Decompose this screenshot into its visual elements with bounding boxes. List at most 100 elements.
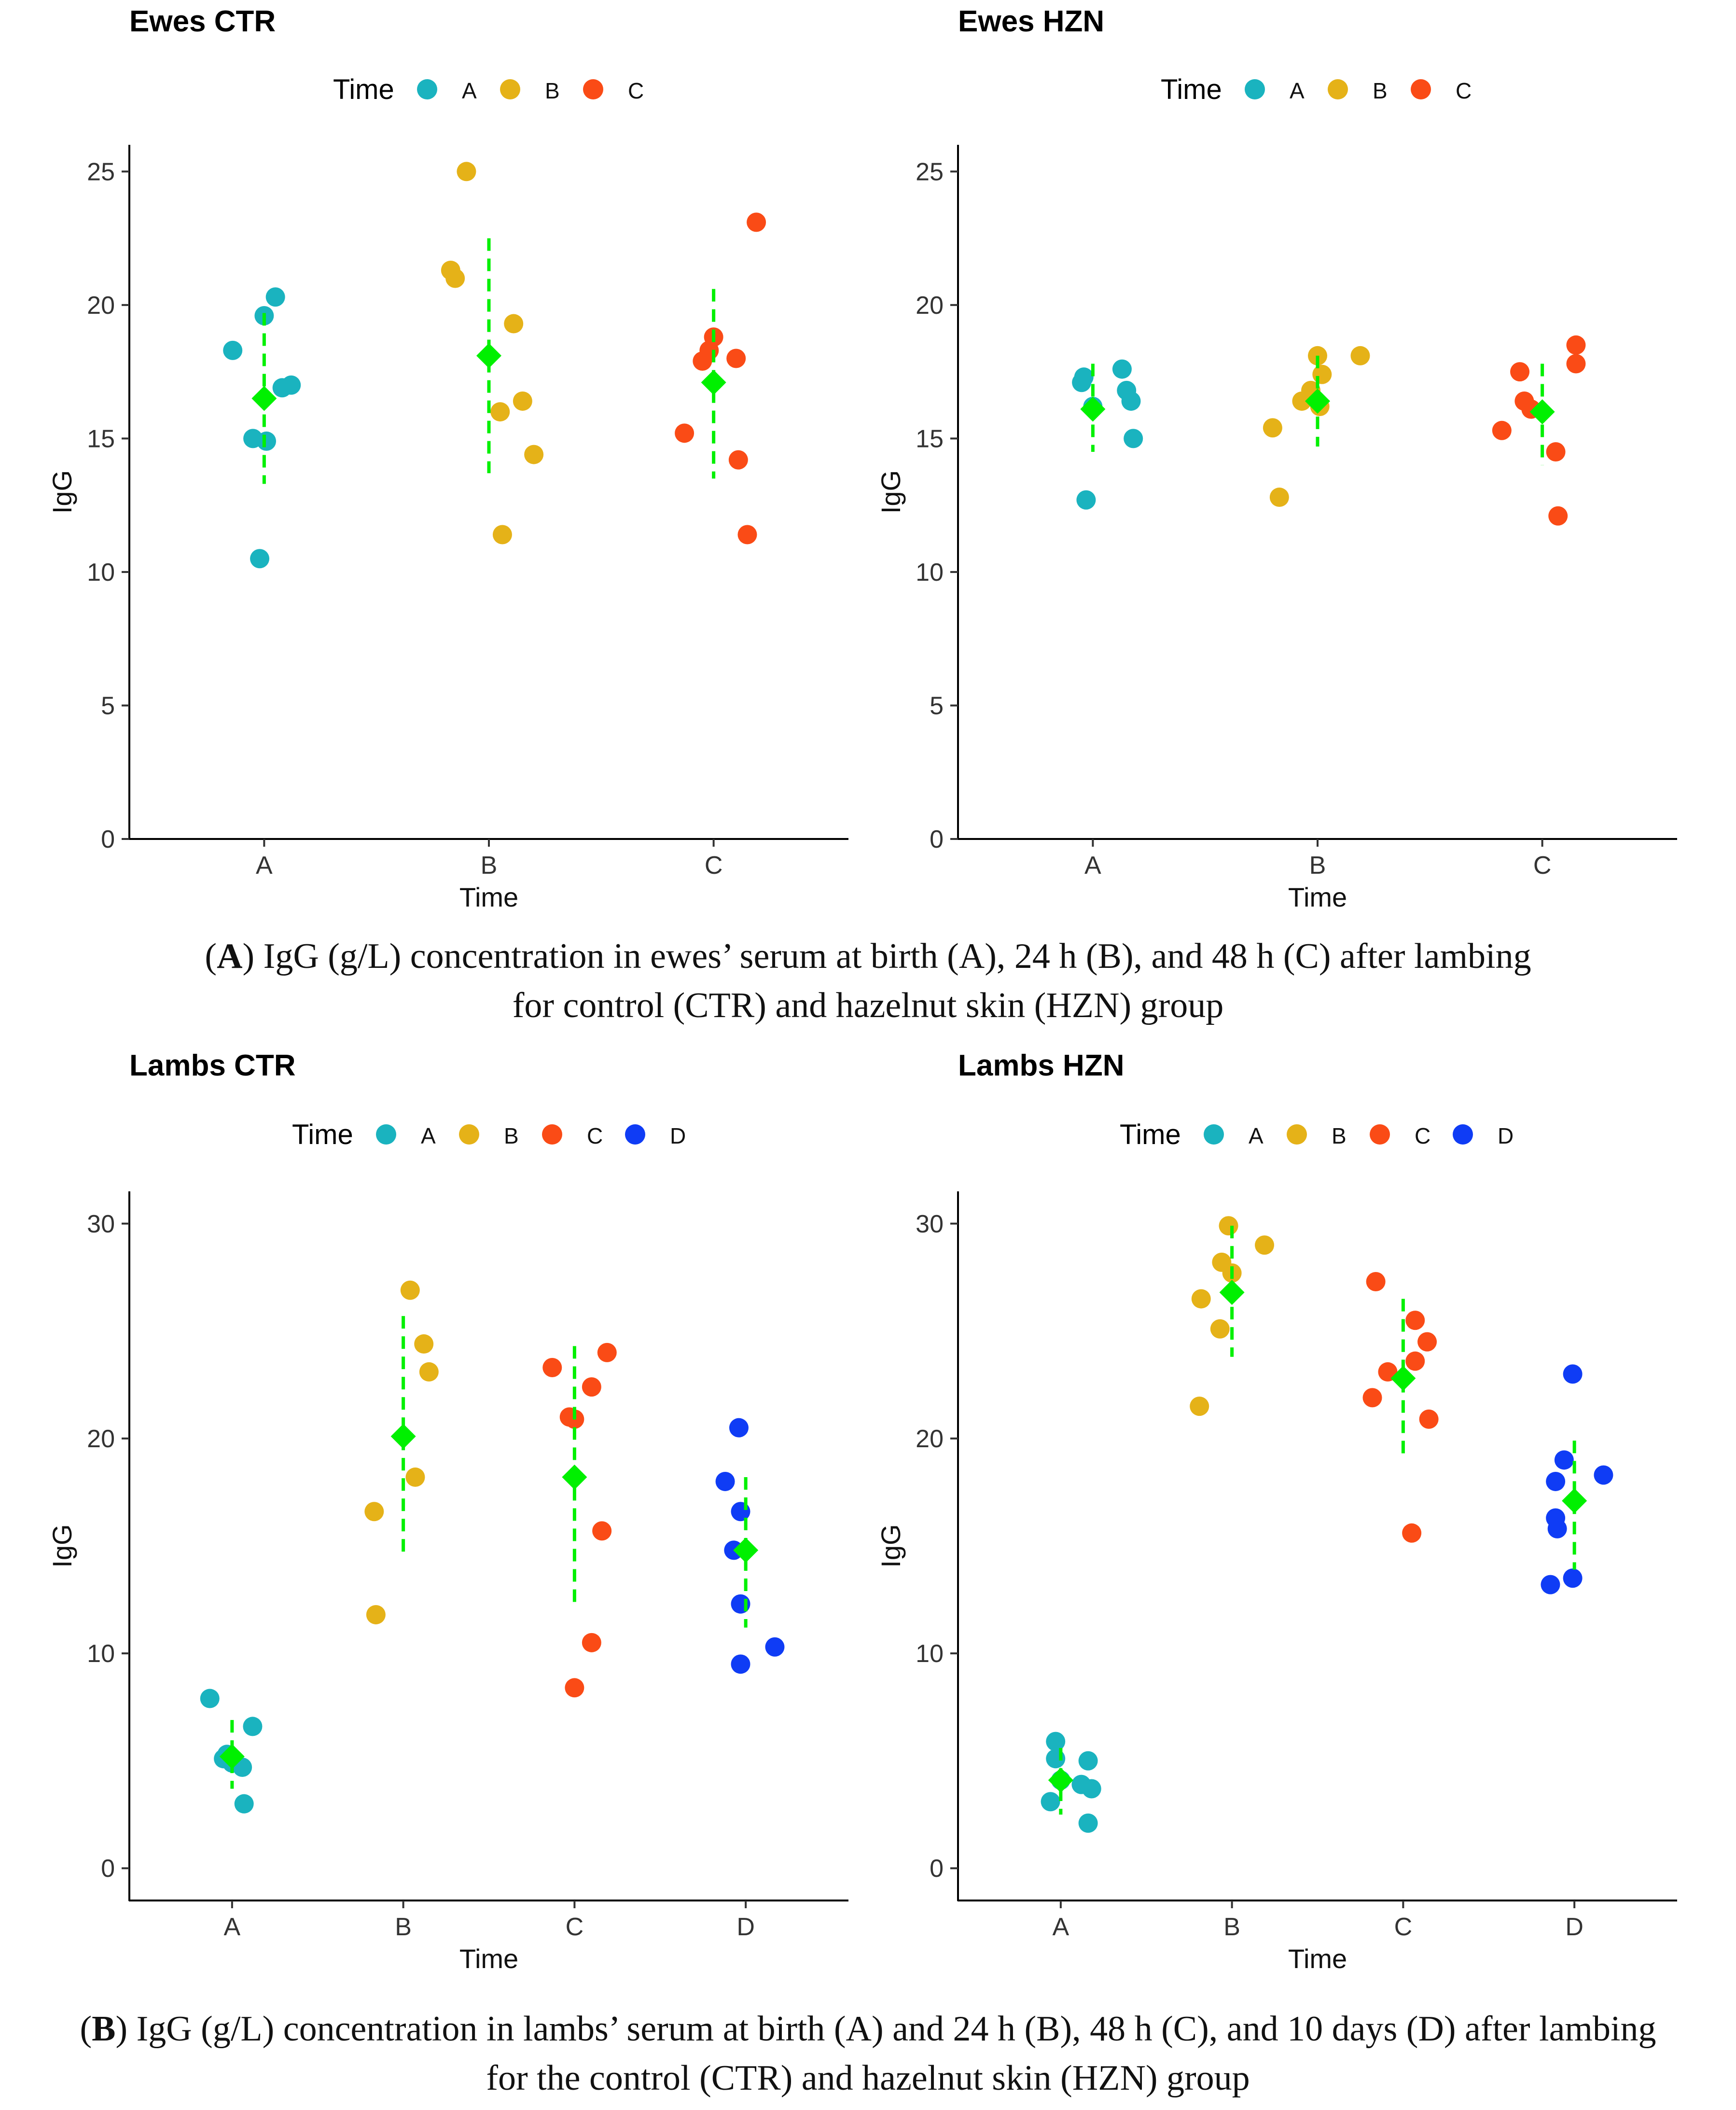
mean-marker-C bbox=[701, 370, 726, 395]
chart-title: Ewes HZN bbox=[958, 5, 1104, 38]
legend-label-C: C bbox=[1415, 1123, 1430, 1148]
x-tick-label-A: A bbox=[1084, 852, 1101, 880]
point-A-8 bbox=[250, 549, 270, 569]
caption-b: (B) IgG (g/L) concentration in lambs’ se… bbox=[0, 2004, 1736, 2103]
series-A bbox=[1072, 359, 1143, 510]
x-tick-label-A: A bbox=[224, 1913, 241, 1941]
series-B bbox=[441, 162, 544, 545]
point-D-3 bbox=[729, 1418, 749, 1438]
legend-label-A: A bbox=[1290, 78, 1305, 103]
point-A-6 bbox=[1041, 1792, 1060, 1812]
series-C bbox=[1492, 335, 1586, 526]
y-tick-label-5: 5 bbox=[930, 692, 944, 720]
point-A-2 bbox=[1074, 367, 1094, 387]
point-A-1 bbox=[200, 1689, 220, 1708]
point-B-7 bbox=[524, 445, 544, 464]
y-tick-label-30: 30 bbox=[916, 1210, 944, 1238]
x-axis-label: Time bbox=[459, 882, 518, 912]
point-C-8 bbox=[1402, 1523, 1422, 1543]
y-tick-label-5: 5 bbox=[101, 692, 115, 720]
point-A-5 bbox=[1082, 1779, 1101, 1799]
point-D-6 bbox=[1554, 1450, 1574, 1470]
point-C-7 bbox=[582, 1633, 601, 1652]
chart-title: Ewes CTR bbox=[129, 5, 276, 38]
y-tick-label-30: 30 bbox=[87, 1210, 115, 1238]
point-B-6 bbox=[513, 391, 532, 411]
point-C-6 bbox=[1548, 506, 1568, 526]
y-tick-label-20: 20 bbox=[87, 1425, 115, 1453]
caption-b-text1: ) IgG (g/L) concentration in lambs’ seru… bbox=[115, 2009, 1656, 2049]
point-C-1 bbox=[542, 1358, 562, 1378]
mean-marker-C bbox=[1390, 1366, 1416, 1391]
chart-legend: Time A B C D bbox=[292, 1119, 686, 1150]
legend-key-D bbox=[625, 1124, 645, 1145]
legend-label-A: A bbox=[421, 1123, 436, 1148]
legend-key-A bbox=[1245, 79, 1265, 99]
point-C-7 bbox=[1419, 1409, 1439, 1429]
x-axis-label: Time bbox=[459, 1943, 518, 1974]
mean-marker-A bbox=[251, 386, 277, 411]
point-A-5 bbox=[243, 1717, 263, 1736]
y-tick-label-20: 20 bbox=[916, 292, 944, 320]
point-D-7 bbox=[1563, 1364, 1583, 1384]
y-axis-label: IgG bbox=[47, 470, 77, 514]
legend-label-D: D bbox=[670, 1123, 686, 1148]
legend-label-A: A bbox=[1249, 1123, 1264, 1148]
mean-marker-B bbox=[476, 343, 501, 368]
chart-4: Lambs HZN Time A B C D 0 10 20 30 A B C D Time IgG bbox=[875, 1049, 1677, 1974]
point-D-7 bbox=[765, 1637, 785, 1657]
series-A bbox=[1041, 1732, 1101, 1833]
x-tick-label-B: B bbox=[395, 1913, 412, 1941]
mean-marker-B bbox=[1305, 388, 1330, 414]
caption-a-line1: (A) IgG (g/L) concentration in ewes’ ser… bbox=[205, 936, 1531, 976]
point-C-8 bbox=[565, 1678, 584, 1698]
y-tick-label-25: 25 bbox=[916, 158, 944, 186]
point-C-6 bbox=[1417, 1332, 1437, 1352]
point-C-7 bbox=[1566, 335, 1586, 355]
point-D-4 bbox=[1541, 1575, 1560, 1594]
point-A-3 bbox=[265, 287, 285, 307]
point-C-1 bbox=[1366, 1272, 1386, 1291]
caption-a: (A) IgG (g/L) concentration in ewes’ ser… bbox=[0, 932, 1736, 1030]
legend-label-C: C bbox=[628, 78, 644, 103]
point-C-3 bbox=[1362, 1388, 1382, 1408]
caption-b-line2: for the control (CTR) and hazelnut skin … bbox=[486, 2058, 1250, 2098]
point-C-6 bbox=[592, 1521, 612, 1541]
legend-key-A bbox=[376, 1124, 396, 1145]
point-A-7 bbox=[1078, 1813, 1098, 1833]
point-B-3 bbox=[457, 162, 476, 182]
series-B bbox=[364, 1280, 439, 1624]
legend-title: Time bbox=[1161, 74, 1222, 105]
point-A-6 bbox=[1124, 429, 1143, 448]
point-A-7 bbox=[257, 431, 277, 451]
x-tick-label-C: C bbox=[705, 852, 723, 880]
point-B-2 bbox=[1269, 488, 1289, 507]
chart-3: Lambs CTR Time A B C D 0 10 20 30 A B C D Time IgG bbox=[47, 1049, 848, 1974]
chart-legend: Time A B C bbox=[333, 74, 644, 105]
x-tick-label-C: C bbox=[566, 1913, 584, 1941]
point-A-7 bbox=[1076, 490, 1096, 510]
point-C-1 bbox=[675, 423, 694, 443]
legend-key-B bbox=[500, 79, 520, 99]
point-A-3 bbox=[1078, 1751, 1098, 1771]
chart-legend: Time A B C bbox=[1161, 74, 1472, 105]
point-B-5 bbox=[1255, 1235, 1275, 1255]
x-tick-label-C: C bbox=[1533, 852, 1552, 880]
point-B-2 bbox=[366, 1605, 386, 1624]
legend-label-B: B bbox=[504, 1123, 519, 1148]
y-tick-label-0: 0 bbox=[930, 1855, 944, 1883]
point-C-5 bbox=[1546, 442, 1566, 462]
legend-label-A: A bbox=[462, 78, 477, 103]
caption-b-letter: B bbox=[92, 2009, 116, 2049]
mean-marker-D bbox=[1562, 1488, 1587, 1514]
x-tick-label-C: C bbox=[1394, 1913, 1413, 1941]
point-B-6 bbox=[405, 1467, 425, 1487]
x-axis-label: Time bbox=[1288, 882, 1347, 912]
mean-marker-A bbox=[1048, 1767, 1073, 1793]
point-C-4 bbox=[1405, 1311, 1425, 1330]
point-B-8 bbox=[492, 525, 512, 545]
y-tick-label-10: 10 bbox=[87, 1640, 115, 1668]
legend-key-D bbox=[1453, 1124, 1473, 1145]
x-tick-label-A: A bbox=[256, 852, 273, 880]
